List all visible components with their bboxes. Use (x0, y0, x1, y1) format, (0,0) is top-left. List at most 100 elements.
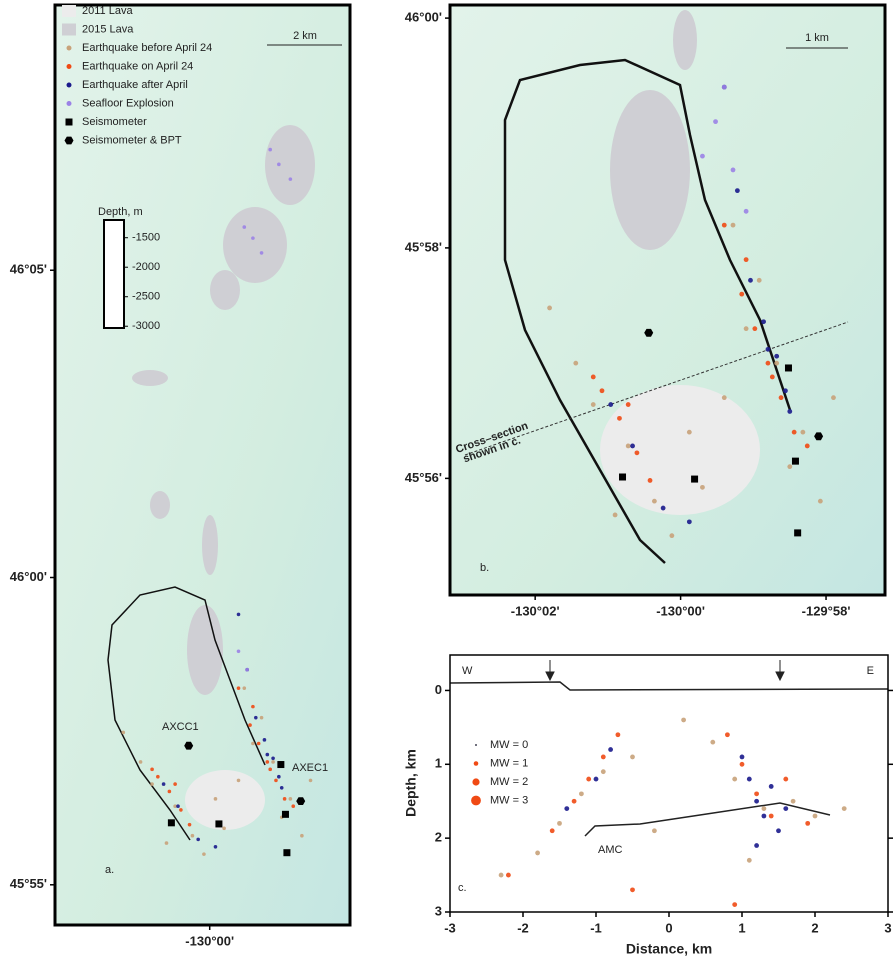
event-point (616, 732, 621, 737)
event-point (600, 388, 605, 393)
event-point (744, 257, 749, 262)
event-point (162, 782, 166, 786)
x-tick-label: -3 (444, 920, 456, 935)
y-tick-label: 45°58' (405, 239, 442, 254)
event-point (289, 797, 293, 801)
event-point (535, 851, 540, 856)
y-tick-label: 3 (435, 903, 442, 918)
event-point (762, 814, 767, 819)
legend-label: MW = 0 (490, 739, 528, 751)
event-point (214, 845, 218, 849)
event-point (271, 760, 275, 764)
legend-label: MW = 2 (490, 776, 528, 788)
station (619, 474, 626, 481)
x-tick-label: -130°00' (656, 603, 705, 618)
event-point (266, 753, 270, 757)
legend-label: Earthquake before April 24 (82, 42, 212, 54)
legend-marker (475, 744, 477, 746)
legend-label: Earthquake on April 24 (82, 60, 193, 72)
event-point (766, 361, 771, 366)
event-point (731, 168, 736, 173)
x-axis-title: Distance, km (626, 941, 712, 957)
event-point (499, 873, 504, 878)
event-point (661, 506, 666, 511)
event-point (635, 450, 640, 455)
event-point (744, 326, 749, 331)
event-point (776, 828, 781, 833)
event-point (731, 223, 736, 228)
event-point (260, 251, 264, 255)
event-point (237, 613, 241, 617)
event-point (608, 402, 613, 407)
legend-marker (472, 778, 479, 785)
event-point (251, 705, 255, 709)
event-point (260, 716, 264, 720)
event-point (722, 395, 727, 400)
event-point (594, 777, 599, 782)
event-point (300, 834, 304, 838)
event-point (277, 163, 281, 167)
event-point (805, 444, 810, 449)
event-point (271, 756, 275, 760)
event-point (263, 738, 267, 742)
y-tick-label: 45°56' (405, 470, 442, 485)
event-point (121, 731, 125, 735)
event-point (700, 485, 705, 490)
event-point (774, 354, 779, 359)
event-point (237, 686, 241, 690)
event-point (237, 649, 241, 653)
event-point (191, 834, 195, 838)
event-point (754, 799, 759, 804)
event-point (251, 236, 255, 240)
station (215, 820, 222, 827)
event-point (573, 361, 578, 366)
legend-label: Earthquake after April (82, 79, 188, 91)
event-point (669, 533, 674, 538)
event-point (248, 723, 252, 727)
y-tick-label: 46°00' (405, 10, 442, 25)
x-tick-label: 0 (665, 920, 672, 935)
event-point (761, 319, 766, 324)
legend-label: MW = 3 (490, 794, 528, 806)
event-point (805, 821, 810, 826)
event-point (242, 686, 246, 690)
annotation: W (462, 665, 473, 677)
event-point (176, 804, 180, 808)
event-point (740, 755, 745, 760)
event-point (173, 782, 177, 786)
y-tick-label: 0 (435, 682, 442, 697)
legend-marker (67, 46, 72, 51)
event-point (257, 742, 261, 746)
event-point (277, 775, 281, 779)
event-point (608, 747, 613, 752)
event-point (783, 777, 788, 782)
panel-label: c. (458, 882, 467, 894)
event-point (783, 806, 788, 811)
lava-2011 (185, 770, 265, 830)
event-point (732, 777, 737, 782)
event-point (572, 799, 577, 804)
event-point (800, 430, 805, 435)
event-point (280, 786, 284, 790)
event-point (188, 823, 192, 827)
event-point (268, 148, 272, 152)
event-point (579, 791, 584, 796)
y-tick-label: 2 (435, 830, 442, 845)
event-point (813, 814, 818, 819)
x-tick-label: 2 (811, 920, 818, 935)
event-point (557, 821, 562, 826)
event-point (744, 209, 749, 214)
legend-marker (67, 83, 72, 88)
event-point (748, 278, 753, 283)
colorbar-label: -2000 (132, 261, 160, 273)
event-point (156, 775, 160, 779)
event-point (769, 814, 774, 819)
legend-label: 2011 Lava (82, 5, 133, 17)
legend-label: Seafloor Explosion (82, 97, 174, 109)
event-point (291, 804, 295, 808)
x-tick-label: -2 (517, 920, 529, 935)
event-point (202, 852, 206, 856)
event-point (725, 732, 730, 737)
panel-label: a. (105, 864, 114, 876)
event-point (268, 768, 272, 772)
